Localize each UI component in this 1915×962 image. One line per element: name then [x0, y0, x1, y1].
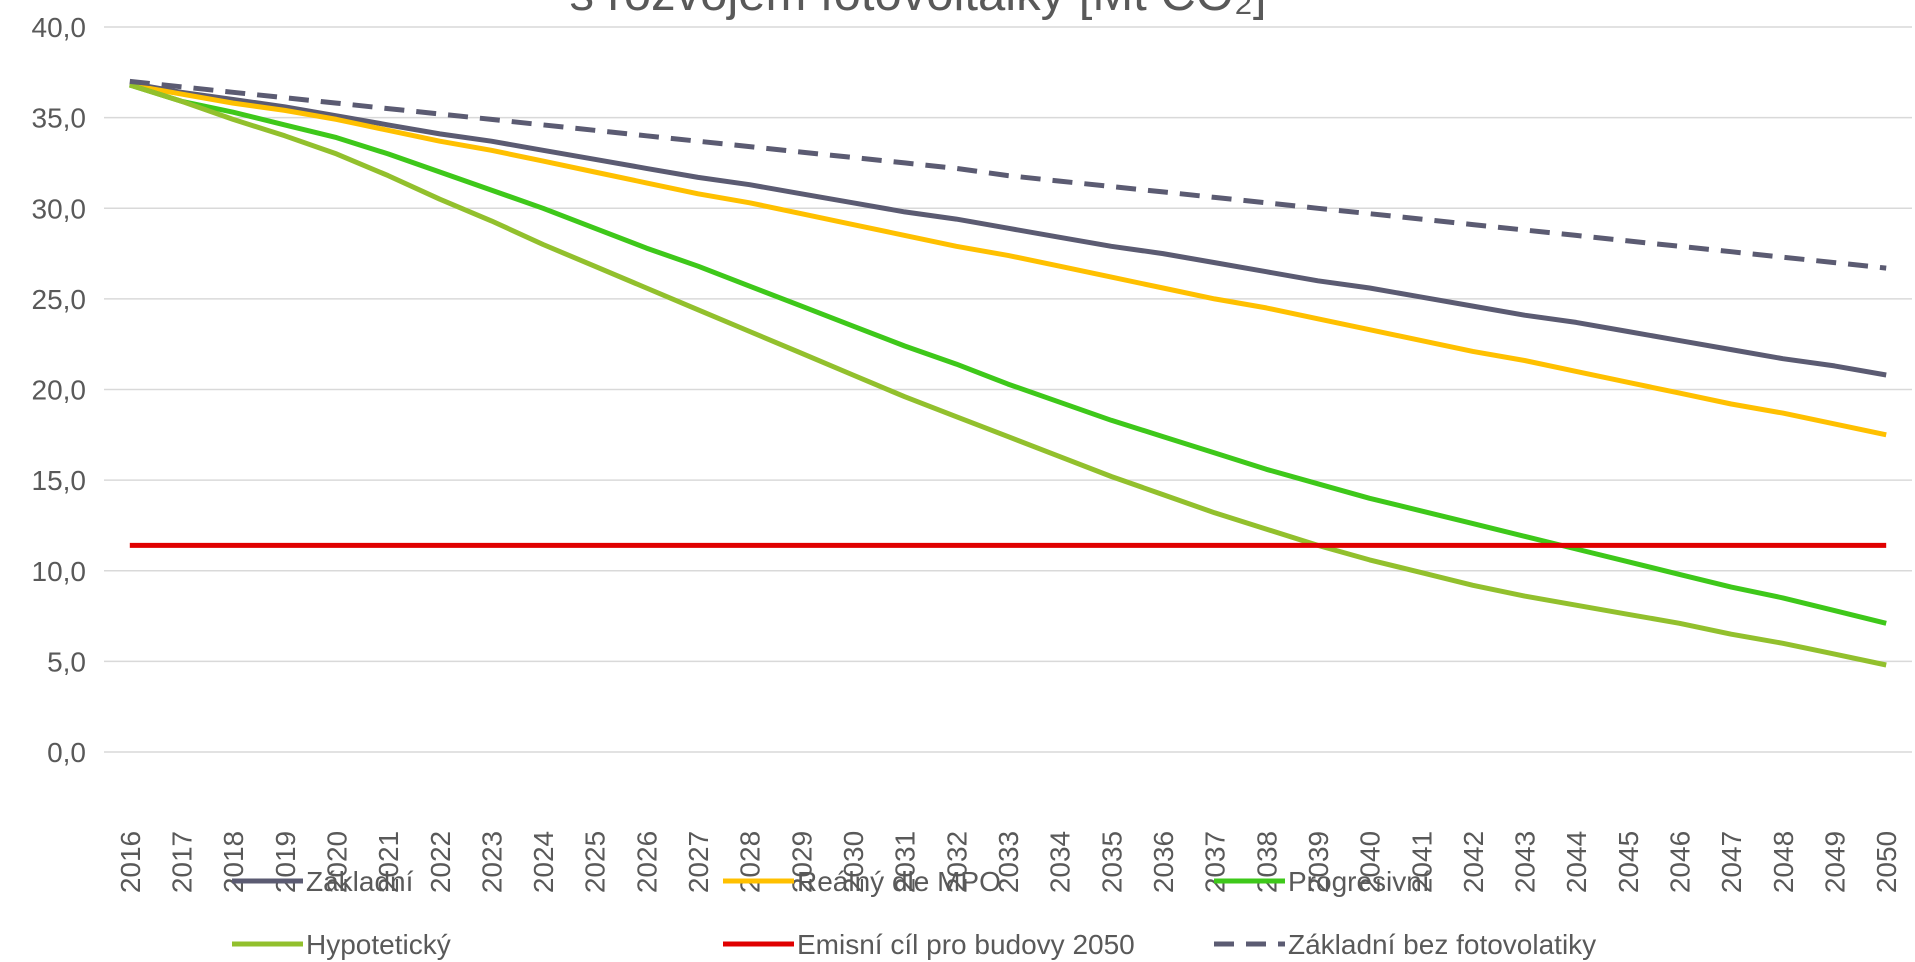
x-tick-label: 2044 [1561, 831, 1592, 893]
x-tick-label: 2046 [1665, 831, 1696, 893]
x-tick-label: 2027 [683, 831, 714, 893]
x-tick-label: 2041 [1406, 831, 1437, 893]
x-tick-label: 2018 [218, 831, 249, 893]
legend-label: Základní bez fotovolatiky [1288, 929, 1596, 960]
chart-title: s rozvojem fotovoltaiky [Mt CO₂] [569, 0, 1266, 21]
x-tick-label: 2037 [1200, 831, 1231, 893]
y-tick-label: 25,0 [32, 284, 87, 315]
y-tick-label: 30,0 [32, 193, 87, 224]
y-tick-label: 0,0 [47, 737, 86, 768]
legend-label: Reálný dle MPO [797, 866, 1001, 897]
x-tick-label: 2047 [1716, 831, 1747, 893]
series-line [129, 80, 1887, 378]
x-tick-label: 2016 [115, 831, 146, 893]
x-tick-label: 2025 [580, 831, 611, 893]
x-tick-label: 2019 [270, 831, 301, 893]
x-tick-label: 2032 [941, 831, 972, 893]
x-tick-label: 2020 [321, 831, 352, 893]
series-line [129, 82, 1887, 438]
y-tick-label: 10,0 [32, 556, 87, 587]
x-tick-label: 2033 [993, 831, 1024, 893]
x-tick-label: 2042 [1458, 831, 1489, 893]
x-tick-label: 2017 [166, 831, 197, 893]
x-tick-label: 2048 [1768, 831, 1799, 893]
y-tick-label: 15,0 [32, 465, 87, 496]
x-tick-label: 2039 [1303, 831, 1334, 893]
x-tick-label: 2024 [528, 831, 559, 893]
y-tick-label: 40,0 [32, 12, 87, 43]
x-tick-label: 2043 [1510, 831, 1541, 893]
x-tick-label: 2031 [890, 831, 921, 893]
x-tick-label: 2050 [1871, 831, 1902, 893]
x-tick-label: 2021 [373, 831, 404, 893]
x-tick-label: 2023 [476, 831, 507, 893]
series-line [129, 78, 1887, 271]
x-tick-label: 2036 [1148, 831, 1179, 893]
legend-label: Hypotetický [306, 929, 451, 960]
y-tick-label: 35,0 [32, 103, 87, 134]
legend-label: Progresivní [1288, 866, 1430, 897]
series-line [129, 82, 1887, 668]
x-tick-label: 2026 [631, 831, 662, 893]
x-tick-label: 2035 [1096, 831, 1127, 893]
x-tick-label: 2049 [1820, 831, 1851, 893]
legend-label: Emisní cíl pro budovy 2050 [797, 929, 1135, 960]
x-tick-label: 2040 [1355, 831, 1386, 893]
series-line [129, 82, 1887, 626]
x-tick-label: 2034 [1045, 831, 1076, 893]
x-tick-label: 2038 [1251, 831, 1282, 893]
x-tick-label: 2022 [425, 831, 456, 893]
x-tick-label: 2028 [735, 831, 766, 893]
y-tick-label: 5,0 [47, 646, 86, 677]
legend-label: Základní [306, 866, 414, 897]
y-tick-label: 20,0 [32, 375, 87, 406]
x-tick-label: 2030 [838, 831, 869, 893]
x-tick-label: 2045 [1613, 831, 1644, 893]
